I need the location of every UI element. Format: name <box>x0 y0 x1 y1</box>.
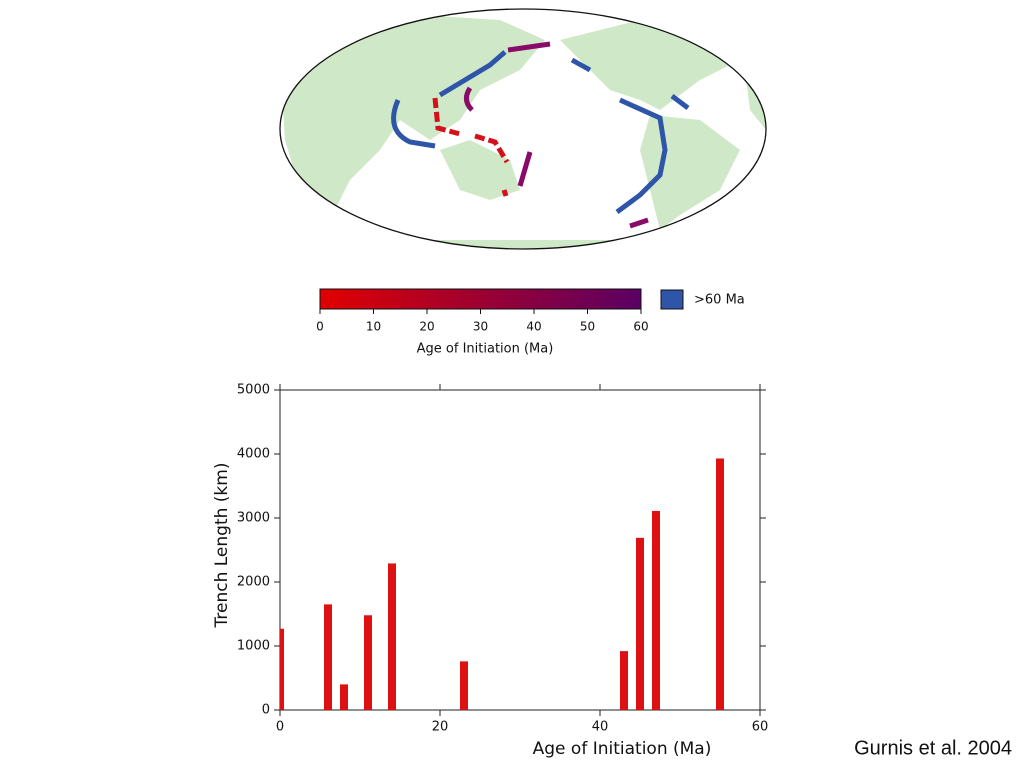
colorbar-tick-label: 10 <box>366 320 381 334</box>
y-axis-label: Trench Length (km) <box>212 463 232 629</box>
y-tick-label: 0 <box>262 703 270 718</box>
bar <box>340 684 348 710</box>
colorbar-tick-label: 30 <box>473 320 488 334</box>
old-swatch <box>660 289 684 310</box>
colorbar-tick-label: 0 <box>316 320 324 334</box>
x-axis-label: Age of Initiation (Ma) <box>533 739 712 759</box>
old-label: >60 Ma <box>694 293 745 308</box>
colorbar-tick-label: 40 <box>526 320 541 334</box>
colorbar-tick-label: 50 <box>580 320 595 334</box>
credit: Gurnis et al. 2004 <box>854 737 1012 759</box>
bar <box>388 563 396 710</box>
bar <box>620 651 628 710</box>
plot-frame <box>279 389 761 711</box>
y-tick-label: 5000 <box>237 383 270 398</box>
bar <box>652 510 660 710</box>
world-map <box>279 8 767 250</box>
colorbar-tick-label: 60 <box>633 320 648 334</box>
bar <box>636 537 644 710</box>
bar <box>324 604 332 710</box>
colorbar-tick-label: 20 <box>419 320 434 334</box>
y-tick-label: 2000 <box>237 575 270 590</box>
bar <box>364 615 372 710</box>
x-tick-label: 60 <box>752 720 769 735</box>
bars <box>280 458 724 710</box>
colorbar: >60 Ma Age of Initiation (Ma) <box>319 288 745 357</box>
x-tick-label: 0 <box>276 720 284 735</box>
x-tick-label: 40 <box>592 720 609 735</box>
colorbar-gradient <box>319 288 642 310</box>
bar <box>460 661 468 710</box>
bar <box>280 628 284 710</box>
y-tick-label: 3000 <box>237 511 270 526</box>
x-tick-label: 20 <box>432 720 449 735</box>
y-tick-label: 1000 <box>237 639 270 654</box>
y-tick-label: 4000 <box>237 447 270 462</box>
bar <box>716 458 724 710</box>
colorbar-label: Age of Initiation (Ma) <box>417 342 554 357</box>
